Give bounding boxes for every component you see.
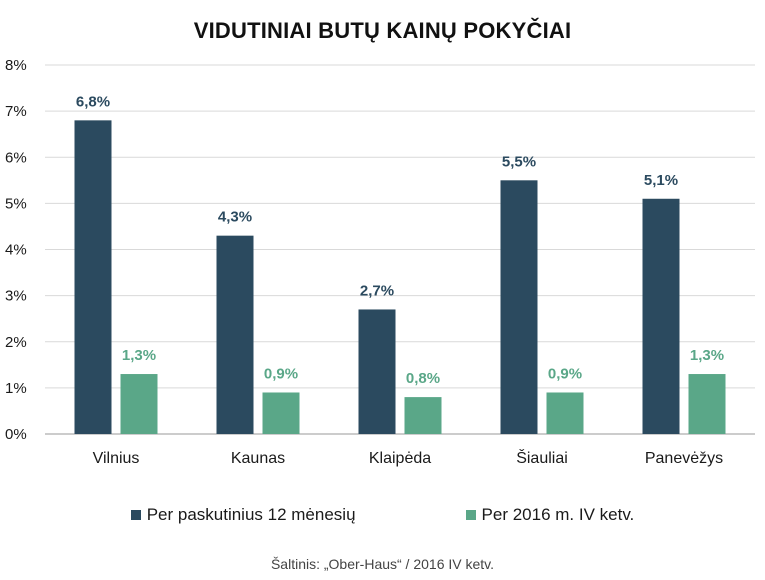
- x-tick-label: Vilnius: [93, 450, 140, 467]
- x-tick-label: Šiauliai: [516, 448, 568, 467]
- data-label-series-2: 0,8%: [406, 370, 440, 387]
- legend-item-series-2: Per 2016 m. IV ketv.: [465, 505, 635, 525]
- bar-series-1: [358, 309, 396, 434]
- y-tick-label: 4%: [5, 242, 27, 259]
- data-label-series-2: 0,9%: [264, 365, 298, 382]
- y-tick-label: 3%: [5, 288, 27, 305]
- chart-legend: Per paskutinius 12 mėnesių Per 2016 m. I…: [0, 505, 765, 525]
- source-note: Šaltinis: „Ober-Haus“ / 2016 IV ketv.: [270, 556, 495, 572]
- data-label-series-2: 0,9%: [548, 365, 582, 382]
- y-tick-label: 5%: [5, 195, 27, 212]
- x-tick-label: Kaunas: [231, 450, 285, 467]
- chart-title: VIDUTINIAI BUTŲ KAINŲ POKYČIAI: [193, 18, 572, 43]
- y-tick-label: 0%: [5, 426, 27, 443]
- y-tick-label: 2%: [5, 334, 27, 351]
- x-tick-label: Klaipėda: [369, 450, 431, 467]
- data-label-series-1: 4,3%: [218, 209, 252, 226]
- bar-series-2: [262, 392, 300, 434]
- legend-label-series-2: Per 2016 m. IV ketv.: [481, 505, 635, 524]
- bar-chart: 0% 1% 2% 3% 4% 5% 6% 7% 8% 6,8% 1,3% Vilnius 4,3% 0,9…: [5, 57, 755, 467]
- y-tick-label: 8%: [5, 57, 27, 74]
- legend-label-series-1: Per paskutinius 12 mėnesių: [146, 505, 356, 524]
- legend-swatch-series-2: [465, 510, 476, 520]
- bar-series-1: [642, 198, 680, 434]
- bar-series-2: [546, 392, 584, 434]
- data-label-series-2: 1,3%: [690, 347, 724, 364]
- y-tick-label: 1%: [5, 380, 27, 397]
- legend-swatch-series-1: [130, 510, 141, 520]
- legend-item-series-1: Per paskutinius 12 mėnesių: [130, 505, 356, 525]
- bar-series-2: [120, 374, 158, 434]
- data-label-series-1: 5,1%: [644, 172, 678, 189]
- data-label-series-1: 6,8%: [76, 93, 110, 110]
- bar-series-1: [216, 235, 254, 434]
- bar-series-1: [74, 120, 112, 434]
- y-tick-label: 7%: [5, 103, 27, 120]
- data-label-series-1: 2,7%: [360, 282, 394, 299]
- bar-series-2: [404, 397, 442, 434]
- bar-series-2: [688, 374, 726, 434]
- y-tick-label: 6%: [5, 149, 27, 166]
- data-label-series-2: 1,3%: [122, 347, 156, 364]
- x-tick-label: Panevėžys: [645, 450, 723, 467]
- data-label-series-1: 5,5%: [502, 153, 536, 170]
- bar-series-1: [500, 180, 538, 434]
